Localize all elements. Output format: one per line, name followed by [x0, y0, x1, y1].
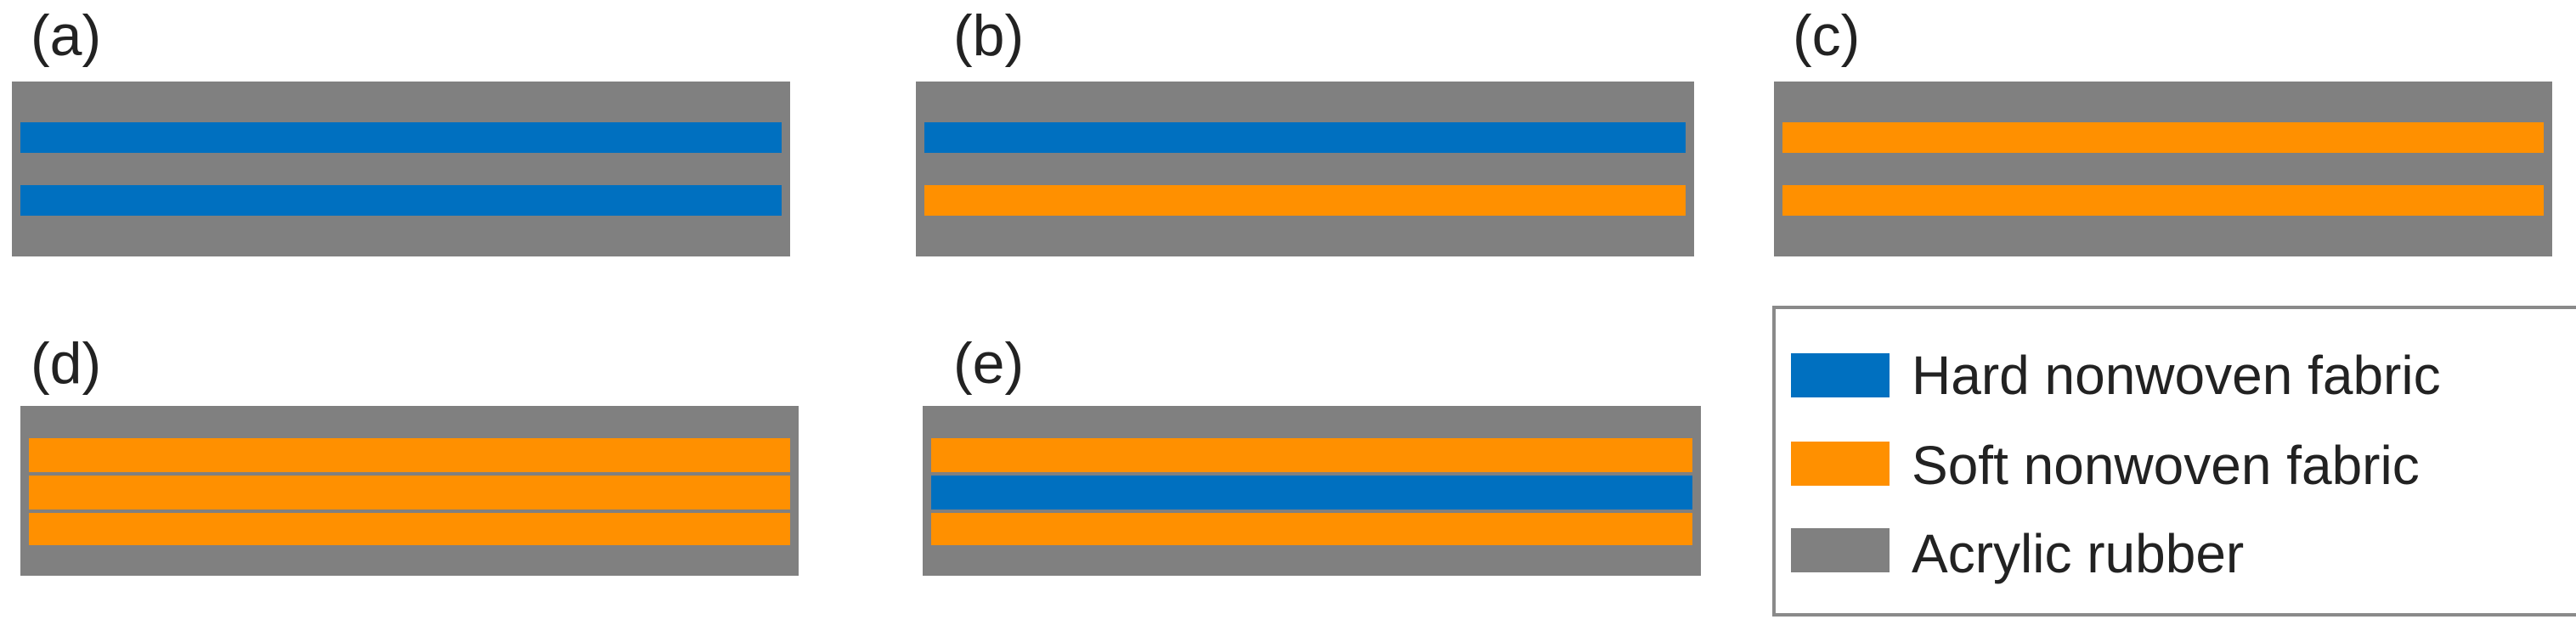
panel-a-layer-1: [20, 122, 782, 153]
panel-d-layer-2: [29, 476, 790, 510]
panel-d-laminate: [20, 406, 799, 576]
panel-a-layer-2: [20, 185, 782, 216]
panel-c-layer-2: [1782, 185, 2544, 216]
panel-d-layer-3: [29, 513, 790, 545]
panel-b-laminate: [916, 82, 1694, 256]
panel-c-laminate: [1774, 82, 2552, 256]
legend-label-rubber: Acrylic rubber: [1912, 523, 2245, 584]
panel-c-layer-1: [1782, 122, 2544, 153]
legend: Hard nonwoven fabric Soft nonwoven fabri…: [1772, 306, 2576, 617]
panel-a-laminate: [12, 82, 790, 256]
panel-b-label: (b): [953, 3, 1025, 68]
panel-e-layer-1: [931, 438, 1692, 472]
legend-swatch-rubber: [1791, 528, 1890, 572]
panel-e-label: (e): [953, 331, 1025, 396]
legend-label-soft: Soft nonwoven fabric: [1912, 435, 2420, 496]
panel-a-label: (a): [31, 3, 102, 68]
panel-b-layer-1: [924, 122, 1686, 153]
panel-d-label: (d): [31, 331, 102, 396]
legend-swatch-hard: [1791, 353, 1890, 397]
panel-d-layer-1: [29, 438, 790, 472]
legend-label-hard: Hard nonwoven fabric: [1912, 345, 2441, 406]
legend-swatch-soft: [1791, 442, 1890, 486]
panel-e-layer-2: [931, 476, 1692, 510]
panel-c-label: (c): [1793, 3, 1861, 68]
panel-b-layer-2: [924, 185, 1686, 216]
panel-e-laminate: [923, 406, 1701, 576]
panel-e-layer-3: [931, 513, 1692, 545]
